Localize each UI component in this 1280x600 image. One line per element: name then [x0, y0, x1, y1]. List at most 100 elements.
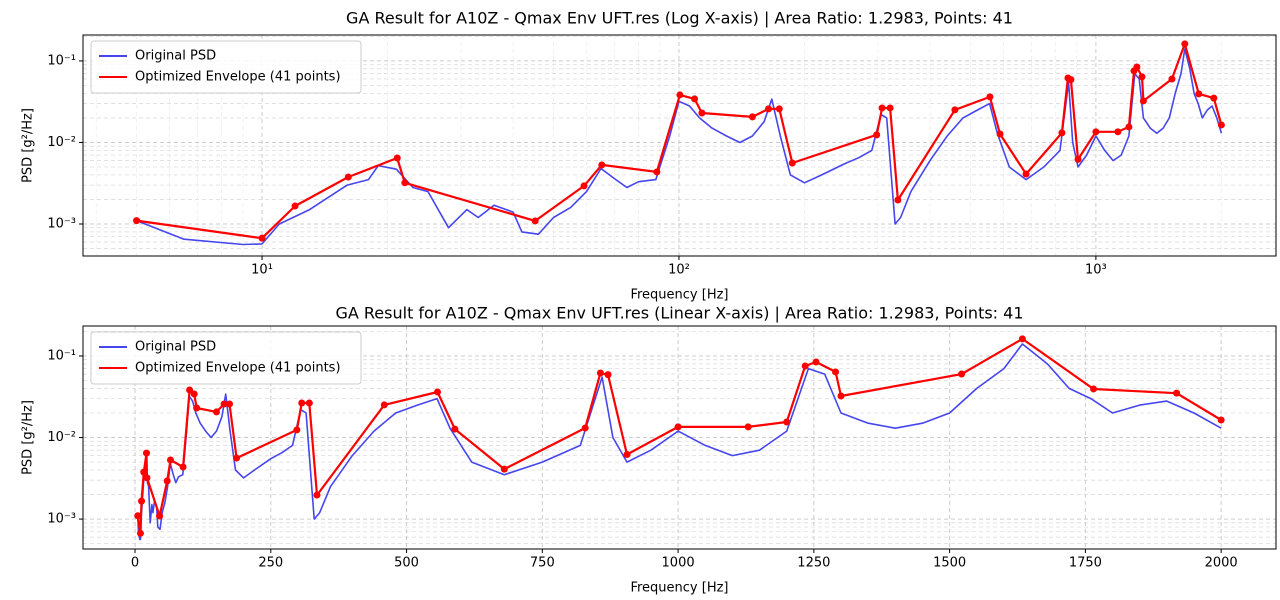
marker: [293, 426, 301, 434]
marker: [140, 468, 148, 476]
legend-box: [90, 40, 362, 94]
marker: [580, 182, 588, 190]
y-tick-label: 10⁻¹: [47, 348, 76, 363]
x-tick-label: 2000: [1205, 556, 1238, 571]
marker: [143, 474, 151, 482]
marker: [313, 491, 321, 499]
legend-label: Original PSD: [135, 340, 216, 355]
marker: [1022, 170, 1030, 178]
subplot: GA Result for A10Z - Qmax Env UFT.res (L…: [21, 304, 1277, 596]
y-tick-label: 10⁻²: [47, 430, 76, 445]
chart-title: GA Result for A10Z - Qmax Env UFT.res (L…: [346, 9, 1013, 28]
marker: [604, 371, 612, 379]
marker: [1195, 90, 1203, 98]
marker: [674, 423, 682, 431]
marker: [1058, 129, 1066, 137]
marker: [775, 105, 783, 113]
x-tick-label: 0: [131, 556, 139, 571]
marker: [958, 370, 966, 378]
marker: [951, 106, 959, 114]
x-tick-label: 1250: [797, 556, 830, 571]
marker: [873, 131, 881, 139]
marker: [581, 424, 589, 432]
axes-frame: [82, 325, 1277, 550]
marker: [220, 400, 228, 408]
marker: [142, 449, 150, 457]
marker: [1139, 97, 1147, 105]
series-line: [136, 48, 1223, 246]
marker: [996, 130, 1004, 138]
marker: [393, 154, 401, 162]
marker: [1090, 385, 1098, 393]
marker: [1181, 40, 1189, 48]
marker: [179, 463, 187, 471]
legend-label: Optimized Envelope (41 points): [135, 361, 341, 376]
x-axis-label: Frequency [Hz]: [630, 288, 728, 303]
marker: [258, 234, 266, 242]
marker: [233, 454, 241, 462]
marker: [1217, 416, 1225, 424]
marker: [788, 159, 796, 167]
x-tick-label: 10¹: [251, 263, 273, 278]
x-tick-label: 1500: [933, 556, 966, 571]
marker: [1210, 94, 1218, 102]
y-tick-label: 10⁻³: [47, 512, 76, 527]
marker: [434, 388, 442, 396]
marker: [451, 425, 459, 433]
marker: [698, 109, 706, 117]
x-axis-label: Frequency [Hz]: [630, 581, 728, 596]
marker: [598, 161, 606, 169]
marker: [1114, 128, 1122, 136]
x-tick-label: 1750: [1069, 556, 1102, 571]
marker: [623, 450, 631, 458]
legend-label: Optimized Envelope (41 points): [135, 70, 341, 85]
marker: [894, 196, 902, 204]
marker: [166, 456, 174, 464]
x-tick-label: 10²: [668, 263, 690, 278]
marker: [138, 497, 146, 505]
marker: [500, 465, 508, 473]
marker: [134, 512, 142, 520]
marker: [691, 95, 699, 103]
marker: [1217, 121, 1225, 129]
x-tick-label: 750: [530, 556, 555, 571]
marker: [986, 93, 994, 101]
chart-title: GA Result for A10Z - Qmax Env UFT.res (L…: [335, 304, 1023, 323]
marker: [653, 168, 661, 176]
y-tick-label: 10⁻¹: [47, 53, 76, 68]
marker: [193, 404, 201, 412]
plot-area: [133, 40, 1225, 246]
marker: [1018, 335, 1026, 343]
marker: [190, 390, 198, 398]
subplot: GA Result for A10Z - Qmax Env UFT.res (L…: [21, 9, 1277, 303]
marker: [291, 202, 299, 210]
marker: [1138, 73, 1146, 81]
marker: [186, 386, 194, 394]
series-line: [136, 343, 1222, 541]
marker: [1074, 155, 1082, 163]
marker: [812, 358, 820, 366]
marker: [1173, 389, 1181, 397]
x-tick-label: 250: [258, 556, 283, 571]
y-axis-label: PSD [g²/Hz]: [21, 400, 36, 475]
x-tick-label: 1000: [662, 556, 695, 571]
marker: [380, 401, 388, 409]
marker: [1125, 123, 1133, 131]
marker: [744, 423, 752, 431]
x-tick-label: 500: [394, 556, 419, 571]
marker: [837, 392, 845, 400]
marker: [344, 173, 352, 181]
y-tick-label: 10⁻²: [47, 135, 76, 150]
marker: [305, 399, 313, 407]
marker: [163, 477, 171, 485]
marker: [298, 399, 306, 407]
marker: [596, 369, 604, 377]
marker: [156, 512, 164, 520]
marker: [1067, 76, 1075, 84]
marker: [676, 91, 684, 99]
marker: [783, 418, 791, 426]
marker: [212, 408, 220, 416]
marker: [1168, 75, 1176, 83]
axes-frame: [82, 34, 1277, 257]
